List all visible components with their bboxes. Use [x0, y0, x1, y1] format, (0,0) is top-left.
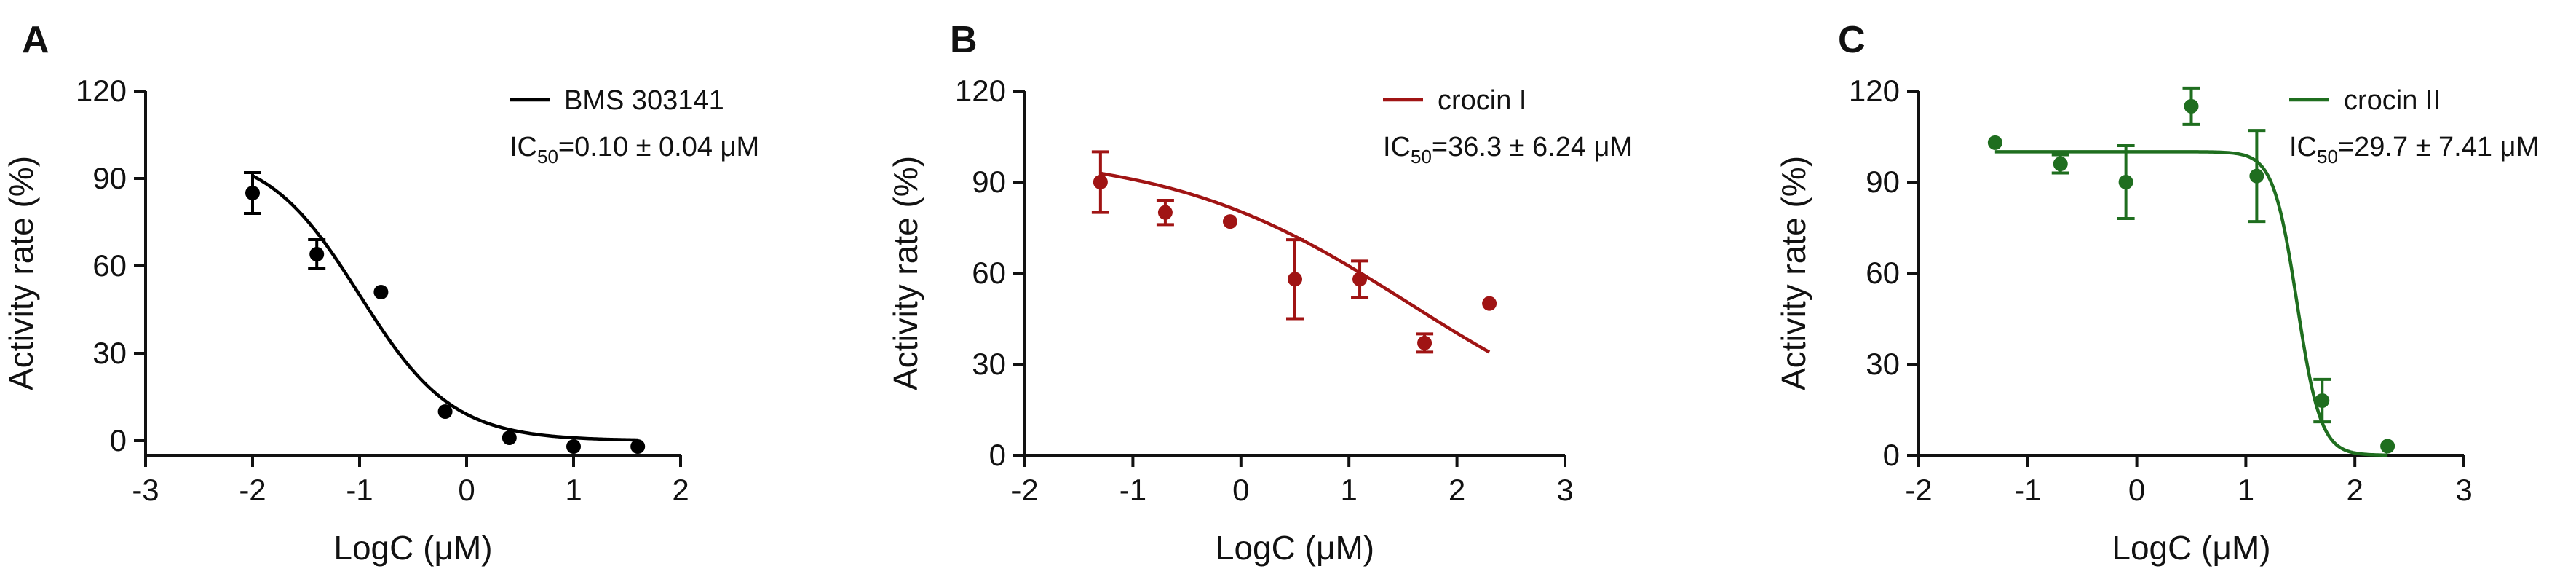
data-point: [1417, 335, 1432, 350]
ic50-subscript: 50: [2317, 146, 2338, 168]
ic50-value: =36.3 ± 6.24 μM: [1432, 132, 1633, 162]
data-point: [566, 439, 581, 454]
fit-curve: [1994, 150, 2388, 457]
data-point: [373, 285, 389, 299]
y-tick-label: 30: [92, 336, 127, 370]
data-point: [2380, 439, 2395, 454]
x-tick-label: 1: [2238, 473, 2254, 507]
x-tick-label: -3: [132, 473, 159, 507]
data-point: [502, 430, 517, 445]
data-point: [2249, 168, 2264, 184]
data-point: [1157, 205, 1173, 220]
chart-panel-a: A 0 30 60 90 120 -3 -2 -1 0 1 2 LogC (μM) Activity ra…: [2, 19, 759, 567]
x-axis-title: LogC (μM): [2112, 529, 2270, 567]
y-tick-label: 60: [92, 248, 127, 283]
ic50-value: =29.7 ± 7.41 μM: [2338, 132, 2539, 162]
data-point: [1288, 272, 1302, 287]
y-tick-label: 0: [110, 423, 127, 457]
y-axis-title: Activity rate (%): [1775, 156, 1812, 390]
y-tick-label: 90: [972, 165, 1006, 199]
ic50-subscript: 50: [537, 146, 558, 168]
x-tick-label: 1: [1341, 473, 1358, 507]
ic50-text: IC50=0.10 ± 0.04 μM: [510, 132, 759, 168]
x-tick-label: -1: [2014, 473, 2041, 507]
y-tick-label: 0: [989, 438, 1006, 472]
fit-curve: [251, 174, 638, 442]
data-point: [309, 247, 325, 261]
x-axis-title: LogC (μM): [333, 529, 492, 567]
x-tick-label: 0: [1232, 473, 1249, 507]
data-point: [1352, 272, 1368, 287]
data-point: [1093, 175, 1108, 189]
y-tick-label: 90: [92, 161, 127, 195]
y-tick-label: 120: [955, 74, 1006, 108]
x-tick-label: 3: [2455, 473, 2472, 507]
x-tick-label: 0: [2128, 473, 2145, 507]
y-tick-label: 30: [972, 347, 1006, 381]
data-point: [630, 439, 646, 454]
data-point: [2184, 98, 2199, 114]
x-tick-label: -2: [1011, 473, 1038, 507]
data-point: [1222, 214, 1237, 229]
ic50-prefix: IC: [2289, 132, 2317, 162]
chart-panel-b: B 0 30 60 90 120 -2 -1 0 1 2 3 LogC (μM) Activity rat…: [887, 19, 1633, 567]
ic50-value: =0.10 ± 0.04 μM: [558, 132, 759, 162]
ic50-text: IC50=29.7 ± 7.41 μM: [2289, 132, 2539, 168]
y-axis-title: Activity rate (%): [2, 156, 40, 390]
y-tick-label: 60: [972, 256, 1006, 290]
y-tick-label: 120: [76, 74, 127, 108]
ic50-text: IC50=36.3 ± 6.24 μM: [1383, 132, 1633, 168]
y-tick-label: 0: [1883, 438, 1900, 472]
data-point: [2118, 175, 2133, 189]
y-tick-label: 120: [1849, 74, 1900, 108]
ic50-subscript: 50: [1411, 146, 1432, 168]
data-point: [1987, 135, 2002, 150]
y-tick-label: 60: [1866, 256, 1900, 290]
x-axis-title: LogC (μM): [1216, 529, 1374, 567]
chart-panel-c: C 0 30 60 90 120 -2 -1 0 1 2 3 LogC (μM) Activity rat…: [1775, 19, 2539, 567]
fit-curve: [1100, 171, 1491, 354]
data-point: [245, 186, 260, 200]
legend-label: crocin I: [1438, 85, 1526, 116]
x-tick-label: 3: [1556, 473, 1573, 507]
y-tick-label: 90: [1866, 165, 1900, 199]
panel-letter: B: [950, 19, 978, 61]
data-point: [2053, 157, 2068, 171]
x-tick-label: 2: [2347, 473, 2363, 507]
legend-label: BMS 303141: [564, 85, 724, 116]
y-axis-title: Activity rate (%): [887, 156, 924, 390]
panel-letter: A: [22, 19, 49, 61]
panel-letter: C: [1838, 19, 1866, 61]
data-point: [1482, 296, 1497, 311]
x-tick-label: 0: [458, 473, 475, 507]
y-tick-label: 30: [1866, 347, 1900, 381]
x-tick-label: -2: [239, 473, 266, 507]
ic50-prefix: IC: [510, 132, 537, 162]
legend-label: crocin II: [2344, 85, 2441, 116]
data-point: [437, 404, 453, 419]
x-tick-label: 1: [565, 473, 582, 507]
x-tick-label: -1: [1119, 473, 1146, 507]
data-point: [2315, 393, 2330, 408]
ic50-prefix: IC: [1383, 132, 1411, 162]
x-tick-label: -2: [1905, 473, 1932, 507]
x-tick-label: -1: [346, 473, 373, 507]
x-tick-label: 2: [1448, 473, 1465, 507]
x-tick-label: 2: [672, 473, 689, 507]
